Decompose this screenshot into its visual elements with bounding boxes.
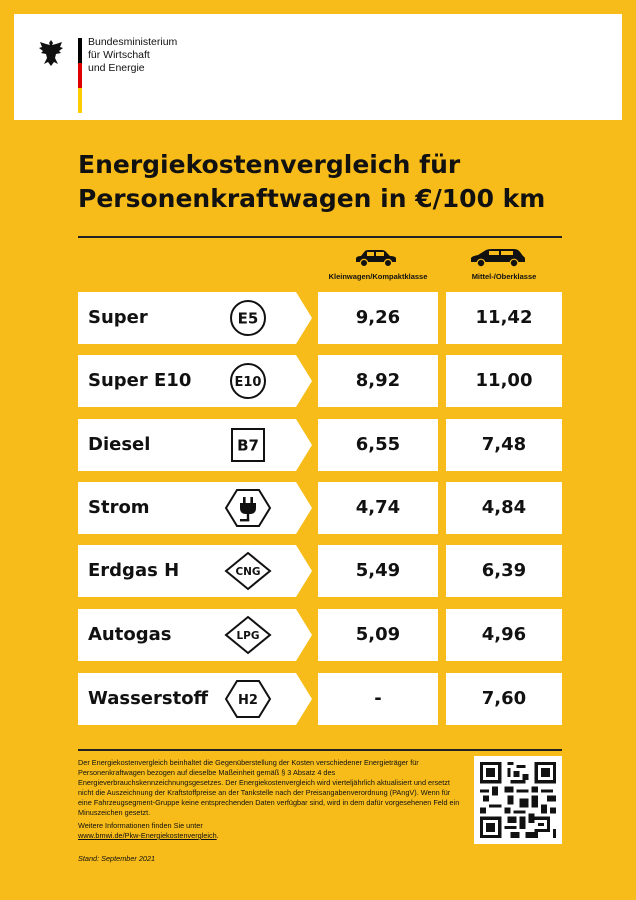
price-small-car: 9,26: [318, 292, 438, 344]
divider-bottom: [78, 749, 562, 751]
e10-symbol-icon: E10: [224, 361, 272, 401]
fuel-row-strom: Strom 4,74 4,84: [78, 482, 562, 534]
qr-code-icon: [480, 762, 556, 838]
bmwi-link[interactable]: www.bmwi.de/Pkw-Energiekostenvergleich: [78, 831, 217, 840]
more-info-link-line: www.bmwi.de/Pkw-Energiekostenvergleich.: [78, 831, 460, 841]
price-large-car: 7,48: [446, 419, 562, 471]
fuel-name: Super E10: [88, 370, 192, 391]
ministry-line: Bundesministerium: [88, 36, 178, 48]
title-line: Energiekostenvergleich für: [78, 150, 461, 179]
small-car-icon: [356, 250, 396, 268]
fuel-row-diesel: Diesel B7 6,55 7,48: [78, 419, 562, 471]
fuel-symbol-text: H2: [238, 693, 258, 708]
fuel-row-autogas: Autogas LPG 5,09 4,96: [78, 609, 562, 661]
fuel-arrow: [296, 673, 312, 725]
fuel-label-panel: Diesel B7: [78, 419, 296, 471]
fuel-arrow: [296, 419, 312, 471]
fuel-arrow: [296, 355, 312, 407]
fuel-row-erdgas-h: Erdgas H CNG 5,49 6,39: [78, 545, 562, 597]
title-line: Personenkraftwagen in €/100 km: [78, 184, 546, 213]
price-small-car: -: [318, 673, 438, 725]
qr-code[interactable]: [474, 756, 562, 844]
federal-eagle-icon: [39, 40, 63, 66]
column-label-small-car: Kleinwagen/Kompaktklasse: [328, 272, 428, 281]
fuel-arrow: [296, 609, 312, 661]
stand-date: Stand: September 2021: [78, 854, 156, 863]
footnote-paragraph: Der Energiekostenvergleich beinhaltet di…: [78, 758, 460, 817]
fuel-arrow: [296, 545, 312, 597]
price-small-car: 5,09: [318, 609, 438, 661]
b7-symbol-icon: B7: [224, 425, 272, 465]
fuel-name: Strom: [88, 497, 150, 518]
fuel-symbol-text: B7: [237, 437, 259, 455]
fuel-label-panel: Strom: [78, 482, 296, 534]
footnote: Der Energiekostenvergleich beinhaltet di…: [78, 758, 460, 841]
lpg-symbol-icon: LPG: [224, 615, 272, 655]
fuel-row-super: Super E5 9,26 11,42: [78, 292, 562, 344]
german-flag-stripe: [78, 38, 82, 113]
plug-icon: [224, 488, 272, 528]
fuel-row-super-e10: Super E10 E10 8,92 11,00: [78, 355, 562, 407]
price-large-car: 7,60: [446, 673, 562, 725]
fuel-name: Erdgas H: [88, 560, 180, 581]
column-label-large-car: Mittel-/Oberklasse: [471, 272, 537, 281]
price-large-car: 4,96: [446, 609, 562, 661]
price-small-car: 5,49: [318, 545, 438, 597]
fuel-label-panel: Super E5: [78, 292, 296, 344]
fuel-name: Autogas: [88, 624, 172, 645]
large-car-icon: [471, 249, 525, 268]
price-small-car: 4,74: [318, 482, 438, 534]
e5-symbol-icon: E5: [224, 298, 272, 338]
fuel-label-panel: Super E10 E10: [78, 355, 296, 407]
fuel-symbol-text: CNG: [235, 566, 260, 578]
price-small-car: 8,92: [318, 355, 438, 407]
fuel-name: Super: [88, 307, 148, 328]
fuel-label-panel: Autogas LPG: [78, 609, 296, 661]
page-title: Energiekostenvergleich für Personenkraft…: [78, 148, 578, 216]
ministry-name: Bundesministerium für Wirtschaft und Ene…: [88, 36, 177, 75]
fuel-row-wasserstoff: Wasserstoff H2 - 7,60: [78, 673, 562, 725]
fuel-name: Wasserstoff: [88, 688, 209, 709]
ministry-header: Bundesministerium für Wirtschaft und Ene…: [14, 14, 622, 120]
more-info-text: Weitere Informationen finden Sie unter: [78, 821, 203, 830]
fuel-name: Diesel: [88, 434, 151, 455]
cng-symbol-icon: CNG: [224, 551, 272, 591]
ministry-line: für Wirtschaft: [88, 49, 150, 61]
fuel-symbol-text: E10: [235, 375, 262, 390]
divider-top: [78, 236, 562, 238]
price-large-car: 4,84: [446, 482, 562, 534]
link-suffix: .: [216, 831, 219, 840]
ministry-line: und Energie: [88, 62, 145, 74]
price-large-car: 6,39: [446, 545, 562, 597]
price-small-car: 6,55: [318, 419, 438, 471]
h2-symbol-icon: H2: [224, 679, 272, 719]
fuel-label-panel: Erdgas H CNG: [78, 545, 296, 597]
fuel-arrow: [296, 292, 312, 344]
fuel-arrow: [296, 482, 312, 534]
fuel-label-panel: Wasserstoff H2: [78, 673, 296, 725]
fuel-symbol-text: LPG: [236, 630, 259, 642]
price-large-car: 11,42: [446, 292, 562, 344]
fuel-symbol-text: E5: [238, 310, 259, 328]
price-large-car: 11,00: [446, 355, 562, 407]
